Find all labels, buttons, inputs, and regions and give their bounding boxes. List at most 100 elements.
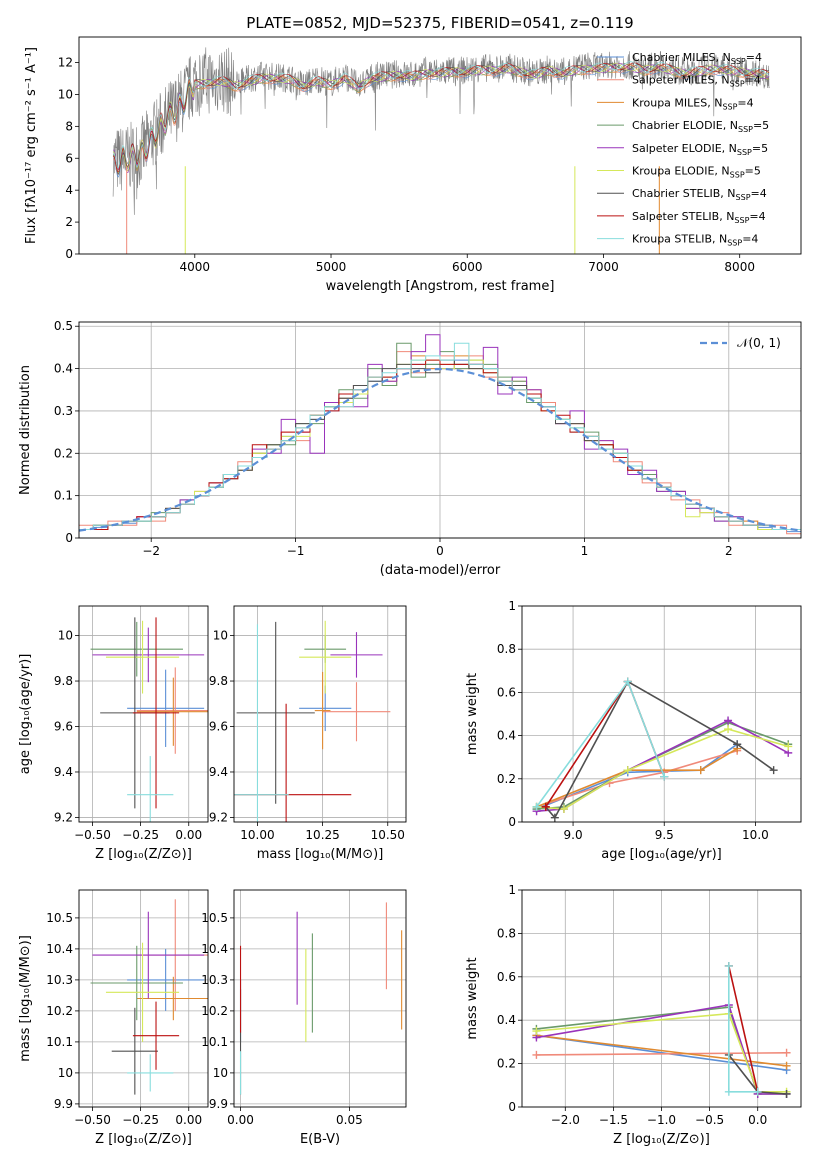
y-tick-label: 10.2 (46, 1004, 73, 1018)
y-tick-label: 0.4 (54, 362, 73, 376)
x-tick-label: 7000 (588, 260, 619, 274)
legend-label: Salpeter STELIB, NSSP=4 (632, 210, 766, 225)
x-axis-label: Z [log₁₀(Z/Z⊙)] (95, 847, 192, 862)
y-axis-label: mass weight (465, 673, 480, 755)
mass-weight-marker (724, 725, 733, 734)
x-tick-label: 10.00 (240, 828, 274, 842)
mass-weight-marker (782, 1061, 791, 1070)
mass-weight-marker (532, 802, 541, 811)
y-tick-label: 12 (58, 56, 73, 70)
y-tick-label: 1 (508, 599, 516, 613)
y-tick-label: 9.2 (209, 810, 228, 824)
plot-area (79, 334, 801, 535)
x-tick-label: 0.00 (175, 828, 202, 842)
legend-label: Kroupa STELIB, NSSP=4 (632, 233, 758, 248)
y-tick-label: 9.9 (54, 1097, 73, 1111)
panel-age-vs-mass: 10.00 10.25 10.50 9.2 9.4 9.6 9.8 10 mass [log₁₀… (209, 605, 407, 862)
mass-weight-line (536, 1012, 787, 1093)
spectrum-model-line (112, 62, 770, 176)
legend-label: Salpeter MILES, NSSP=4 (632, 74, 761, 89)
mass-weight-line (536, 1034, 787, 1067)
panel-mass-vs-Z: −0.50 −0.25 0.00 9.9 10 10.1 10.2 10.3 10.4 10.5 Z… (18, 889, 209, 1147)
mass-weight-marker (784, 742, 793, 751)
axes-frame (233, 889, 407, 1108)
x-tick-label: 9.5 (655, 828, 674, 842)
y-axis-label: Flux [fλ10⁻¹⁷ erg cm⁻² s⁻¹ A⁻¹] (24, 47, 39, 244)
panel-mass-vs-ebv: 0.00 0.05 9.9 10 10.1 10.2 10.3 10.4 10.5 E(B-V) (201, 889, 407, 1147)
y-tick-label: 9.6 (54, 720, 73, 734)
mass-weight-marker (550, 813, 559, 822)
y-tick-label: 9.9 (209, 1097, 228, 1111)
y-tick-label: 10.4 (46, 942, 73, 956)
mass-weight-marker (724, 961, 733, 970)
mass-weight-line (536, 747, 738, 808)
x-axis-label: (data-model)/error (380, 563, 501, 578)
mass-weight-line (536, 1004, 787, 1095)
y-tick-label: 0.8 (497, 926, 516, 940)
mass-weight-line (545, 679, 665, 808)
mass-weight-marker (724, 1087, 733, 1096)
x-axis-label: Z [log₁₀(Z/Z⊙)] (95, 1132, 192, 1147)
x-tick-label: 0.00 (227, 1113, 254, 1127)
y-tick-label: 0.3 (54, 404, 73, 418)
spectrum-model-line (112, 62, 770, 174)
y-tick-label: 10.2 (201, 1004, 228, 1018)
mass-weight-marker (623, 766, 632, 775)
x-tick-label: 0.05 (336, 1113, 363, 1127)
gaussian-curve (79, 367, 801, 532)
y-tick-label: 1 (508, 883, 516, 897)
x-tick-label: −1.0 (647, 1113, 676, 1127)
y-tick-label: 10 (58, 87, 73, 101)
mass-weight-line (536, 728, 789, 810)
mass-weight-line (728, 965, 759, 1092)
y-tick-label: 0.8 (497, 642, 516, 656)
legend-label: Chabrier MILES, NSSP=4 (632, 51, 762, 66)
plot-area (239, 902, 403, 1095)
y-axis-label: mass [log₁₀(M/M⊙)] (18, 935, 33, 1062)
axes-frame (78, 889, 209, 1108)
y-tick-label: 10.4 (201, 942, 228, 956)
y-tick-label: 10.3 (201, 973, 228, 987)
x-axis-label: age [log₁₀(age/yr)] (601, 847, 722, 862)
y-tick-label: 0.1 (54, 489, 73, 503)
y-tick-label: 2 (65, 215, 73, 229)
y-tick-label: 0.4 (497, 729, 516, 743)
spectrum-model-line (112, 65, 770, 178)
y-tick-label: 0.4 (497, 1013, 516, 1027)
x-tick-label: 10.0 (742, 828, 769, 842)
y-tick-label: 0 (508, 1100, 516, 1114)
y-tick-label: 8 (65, 119, 73, 133)
plot-area (112, 47, 770, 254)
mass-weight-marker (532, 1027, 541, 1036)
plot-area (90, 617, 208, 822)
x-tick-label: −0.50 (74, 1113, 111, 1127)
x-tick-label: 0 (436, 544, 444, 558)
y-tick-label: 0.2 (54, 446, 73, 460)
x-axis-label: E(B-V) (300, 1132, 340, 1147)
mass-weight-line (536, 743, 738, 810)
axes-frame (521, 605, 802, 823)
plot-area (234, 620, 391, 822)
x-tick-label: 10.25 (305, 828, 339, 842)
x-tick-label: −2 (142, 544, 160, 558)
x-tick-label: −1 (287, 544, 305, 558)
plot-area (532, 961, 791, 1098)
x-tick-label: 5000 (316, 260, 347, 274)
mass-weight-line (536, 719, 789, 812)
y-tick-label: 10 (213, 1066, 228, 1080)
x-tick-label: 8000 (724, 260, 755, 274)
axes-frame (521, 889, 802, 1108)
y-tick-label: 9.6 (209, 720, 228, 734)
y-tick-label: 9.2 (54, 810, 73, 824)
x-tick-label: −1.5 (599, 1113, 628, 1127)
legend-label: Chabrier ELODIE, NSSP=5 (632, 119, 769, 134)
panel-age-vs-Z: −0.50 −0.25 0.00 9.2 9.4 9.6 9.8 10 Z [log₁₀(Z/Z… (18, 605, 209, 862)
x-tick-label: 0.00 (175, 1113, 202, 1127)
y-tick-label: 4 (65, 183, 73, 197)
axes-frame (78, 321, 802, 539)
legend-label: Kroupa ELODIE, NSSP=5 (632, 165, 761, 180)
x-tick-label: 4000 (180, 260, 211, 274)
y-tick-label: 0 (508, 815, 516, 829)
mass-weight-marker (532, 1050, 541, 1059)
